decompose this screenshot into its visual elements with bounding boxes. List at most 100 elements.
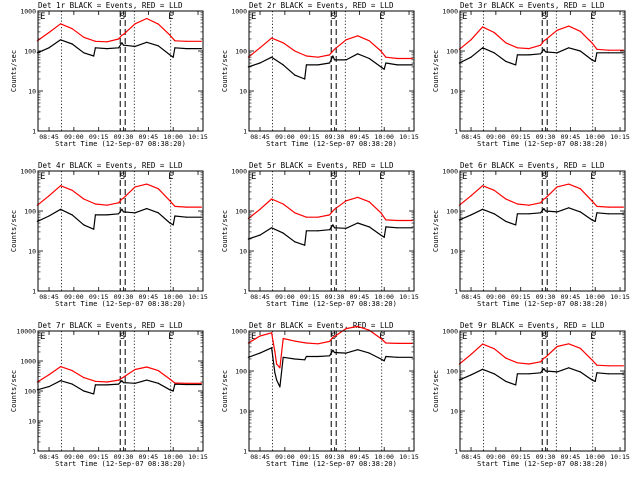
x-tick-label: 09:45 bbox=[350, 293, 370, 301]
x-tick-label: 09:30 bbox=[325, 293, 345, 301]
data-point-lld bbox=[276, 363, 278, 365]
panel-title: Det 7r BLACK = Events, RED = LLD bbox=[38, 321, 183, 330]
data-point-lld bbox=[396, 219, 398, 222]
data-point-lld bbox=[556, 345, 558, 348]
data-point-lld bbox=[516, 47, 519, 49]
data-point-lld bbox=[596, 205, 598, 207]
data-point-events bbox=[544, 210, 547, 212]
marker-label-E: E bbox=[462, 172, 467, 182]
data-point-events bbox=[282, 232, 284, 234]
data-point-lld bbox=[121, 377, 123, 379]
data-point-events bbox=[305, 355, 307, 358]
data-point-lld bbox=[333, 48, 336, 50]
data-point-events bbox=[528, 213, 530, 215]
data-point-events bbox=[93, 393, 95, 395]
data-point-lld bbox=[174, 382, 176, 384]
x-tick-label: 09:45 bbox=[561, 133, 581, 141]
data-point-events bbox=[333, 227, 336, 229]
data-point-events bbox=[579, 211, 581, 213]
data-point-events bbox=[294, 358, 296, 360]
x-tick-label: 10:15 bbox=[610, 453, 630, 461]
data-point-events bbox=[568, 207, 570, 209]
y-tick-label: 100 bbox=[24, 388, 36, 396]
data-point-events bbox=[118, 383, 120, 385]
marker-label-S: S bbox=[542, 332, 547, 342]
data-point-events bbox=[579, 371, 581, 373]
data-point-lld bbox=[543, 198, 545, 200]
marker-label-S: S bbox=[120, 332, 125, 342]
data-point-events bbox=[157, 382, 159, 384]
marker-label-E: E bbox=[379, 332, 384, 342]
data-point-events bbox=[357, 222, 359, 224]
x-tick-label: 09:30 bbox=[114, 293, 134, 301]
marker-label-S: S bbox=[331, 12, 336, 22]
data-point-lld bbox=[294, 50, 296, 52]
x-tick-label: 08:45 bbox=[461, 133, 481, 141]
series-line-lld bbox=[248, 325, 413, 369]
x-tick-label: 10:00 bbox=[163, 293, 183, 301]
data-point-lld bbox=[271, 198, 273, 200]
x-axis-label: Start Time (12-Sep-07 08:38:20) bbox=[55, 140, 186, 148]
data-point-lld bbox=[106, 41, 108, 43]
panel-det-4: Det 4r BLACK = Events, RED = LLD E S E 1 10 10… bbox=[10, 161, 208, 308]
data-point-events bbox=[396, 64, 398, 66]
data-point-events bbox=[118, 47, 120, 49]
data-point-events bbox=[411, 227, 413, 229]
data-point-lld bbox=[60, 185, 62, 187]
x-tick-label: 10:00 bbox=[585, 453, 605, 461]
data-point-lld bbox=[282, 42, 284, 44]
data-point-events bbox=[71, 43, 73, 45]
data-point-events bbox=[543, 48, 545, 50]
data-point-lld bbox=[146, 17, 148, 20]
x-tick-label: 10:15 bbox=[399, 133, 419, 141]
data-point-lld bbox=[622, 206, 624, 208]
x-tick-label: 09:45 bbox=[561, 293, 581, 301]
data-point-lld bbox=[122, 197, 125, 199]
data-point-lld bbox=[305, 216, 307, 218]
x-tick-label: 09:15 bbox=[511, 293, 531, 301]
data-point-lld bbox=[493, 31, 495, 34]
data-point-events bbox=[345, 352, 347, 354]
data-point-lld bbox=[568, 25, 570, 27]
x-tick-label: 09:00 bbox=[64, 453, 84, 461]
data-point-events bbox=[345, 59, 347, 61]
data-point-lld bbox=[317, 56, 319, 58]
data-point-events bbox=[134, 382, 136, 384]
data-point-events bbox=[134, 212, 136, 214]
data-point-events bbox=[304, 359, 306, 361]
data-point-lld bbox=[493, 189, 495, 191]
data-point-events bbox=[94, 384, 96, 386]
data-point-lld bbox=[579, 347, 581, 349]
data-point-events bbox=[596, 52, 598, 54]
x-axis-label: Start Time (12-Sep-07 08:38:20) bbox=[477, 460, 608, 468]
data-point-events bbox=[48, 47, 50, 49]
y-axis-label: Counts/sec bbox=[10, 50, 18, 92]
marker-label-E: E bbox=[251, 332, 256, 342]
data-point-events bbox=[83, 390, 85, 392]
data-point-lld bbox=[516, 203, 519, 205]
data-point-lld bbox=[528, 48, 530, 50]
x-axis-label: Start Time (12-Sep-07 08:38:20) bbox=[55, 300, 186, 308]
x-tick-label: 09:15 bbox=[300, 133, 320, 141]
data-point-events bbox=[357, 349, 359, 351]
data-point-events bbox=[357, 53, 359, 55]
data-point-events bbox=[185, 216, 187, 218]
data-point-events bbox=[515, 224, 517, 226]
data-point-lld bbox=[157, 188, 159, 190]
data-point-events bbox=[121, 42, 123, 44]
data-point-lld bbox=[568, 183, 570, 185]
data-point-events bbox=[294, 74, 296, 76]
data-point-lld bbox=[118, 202, 120, 204]
data-point-lld bbox=[122, 33, 125, 36]
y-tick-label: 1000 bbox=[231, 168, 247, 176]
x-tick-label: 09:45 bbox=[139, 293, 159, 301]
data-point-events bbox=[482, 47, 484, 49]
x-tick-label: 10:00 bbox=[163, 453, 183, 461]
data-point-events bbox=[48, 386, 50, 388]
data-point-lld bbox=[134, 368, 136, 371]
data-point-events bbox=[146, 208, 148, 210]
y-axis-label: Counts/sec bbox=[10, 370, 18, 412]
data-point-lld bbox=[505, 198, 507, 200]
data-point-events bbox=[305, 230, 307, 232]
x-tick-label: 10:00 bbox=[374, 133, 394, 141]
